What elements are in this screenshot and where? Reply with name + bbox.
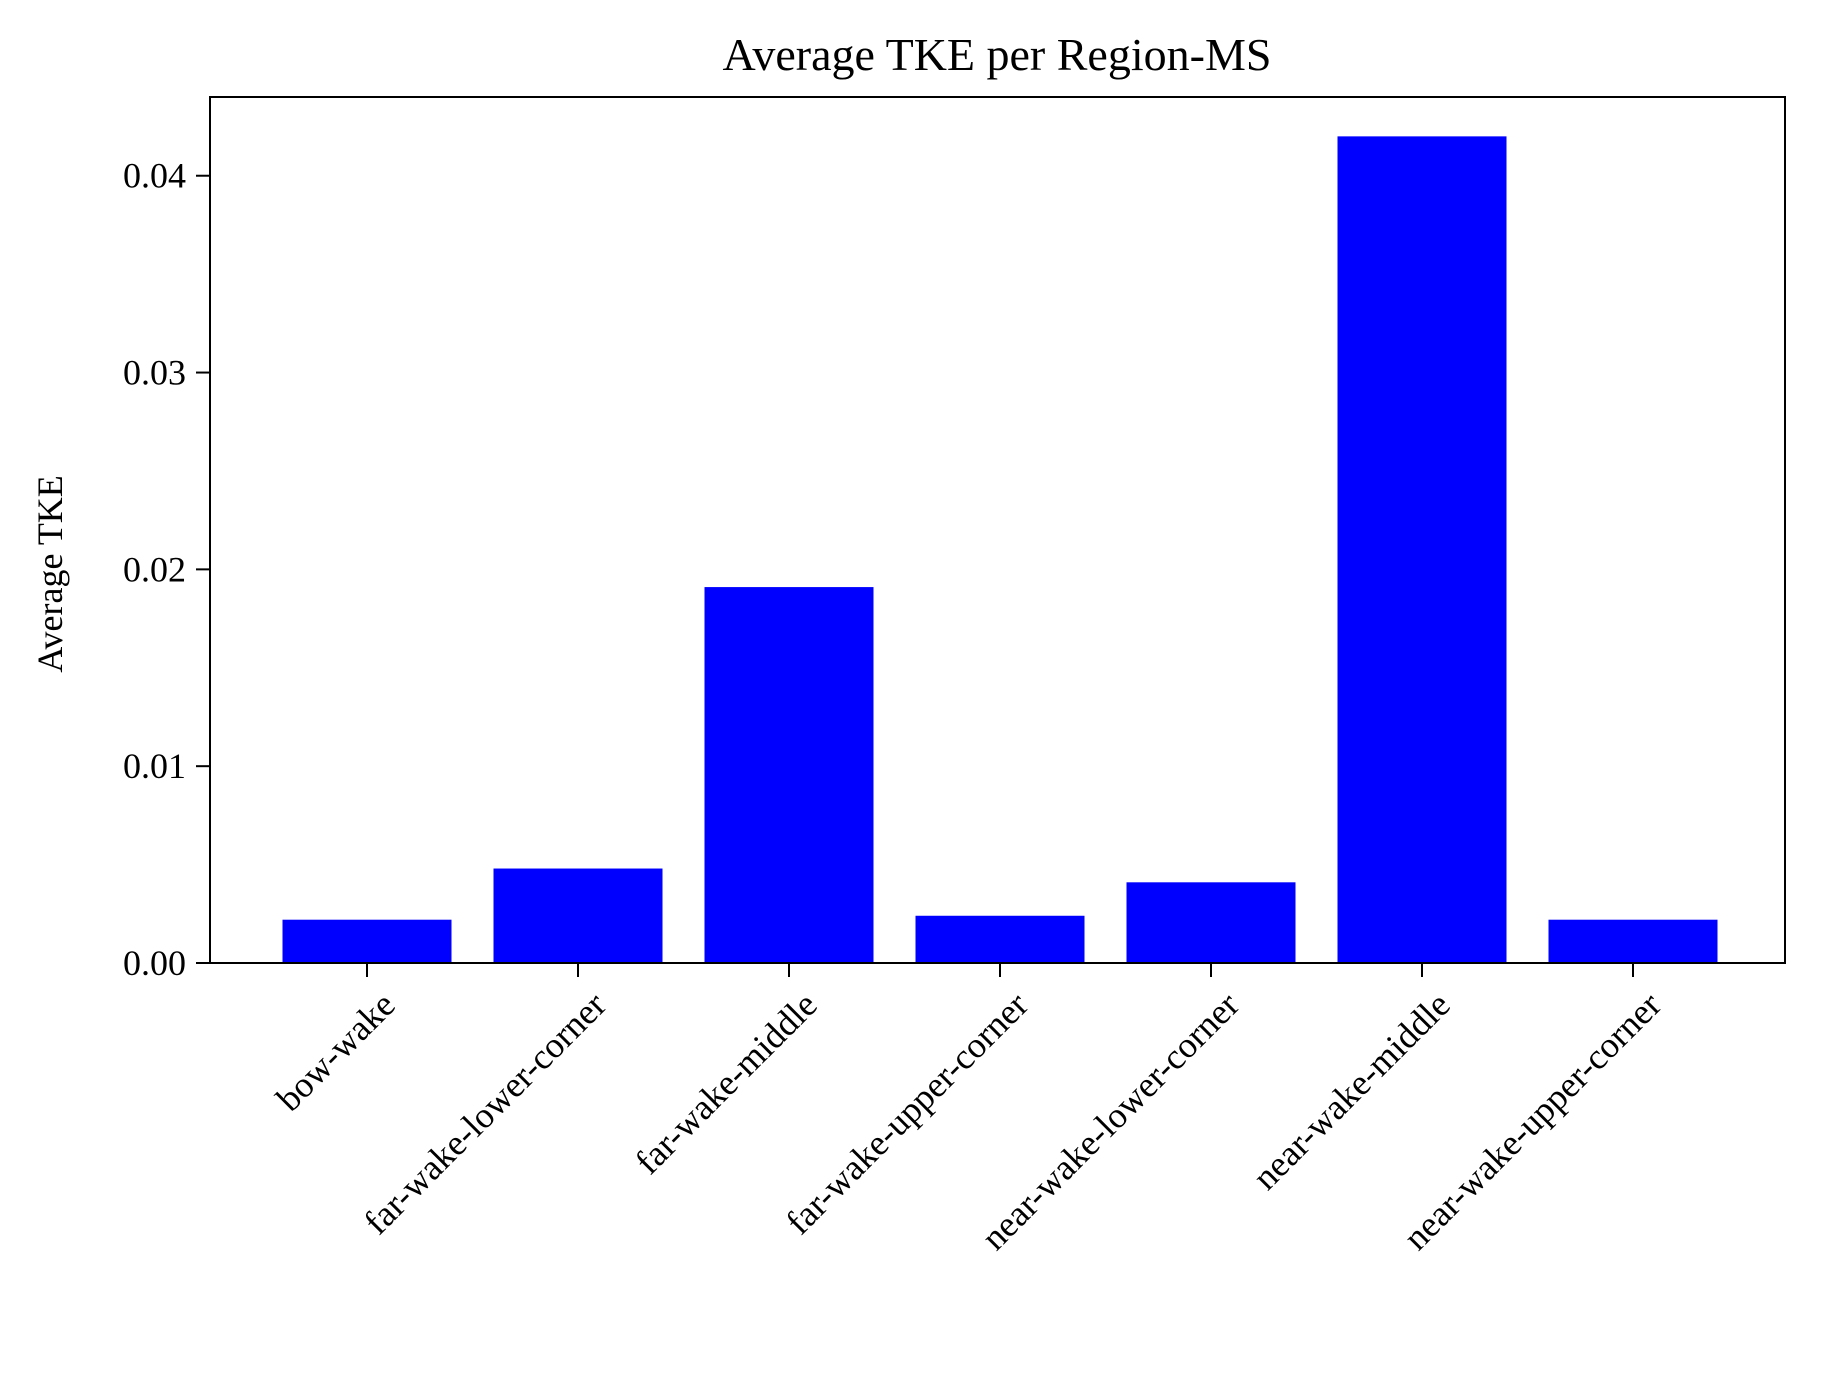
bar-near-wake-middle [1337,136,1507,963]
bar-far-wake-lower-corner [493,868,663,963]
bar-near-wake-lower-corner [1126,882,1296,963]
bar-near-wake-upper-corner [1548,919,1718,963]
y-tick-label: 0.03 [123,353,186,393]
y-axis-ticks: 0.00 0.01 0.02 0.03 0.04 [123,156,210,983]
bars-group [282,136,1718,963]
bar-far-wake-middle [704,587,874,963]
y-axis-label: Average TKE [30,475,70,673]
y-tick-label: 0.04 [123,156,186,196]
chart-title: Average TKE per Region-MS [723,29,1272,80]
y-tick-label: 0.00 [123,943,186,983]
y-tick-label: 0.02 [123,549,186,589]
bar-bow-wake [282,919,452,963]
bar-far-wake-upper-corner [915,915,1085,963]
y-tick-label: 0.01 [123,746,186,786]
plot-area-frame [209,96,1786,964]
